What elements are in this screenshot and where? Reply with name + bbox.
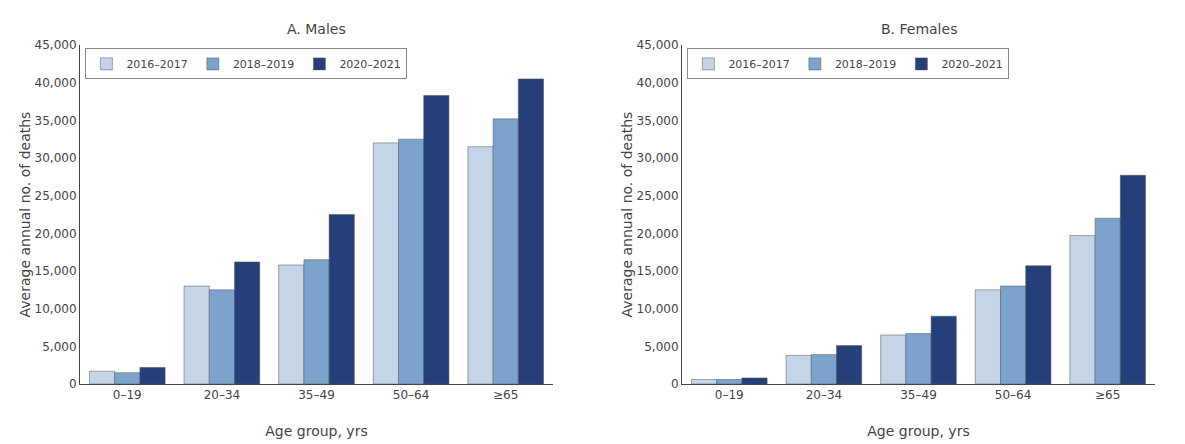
svg-text:0–19: 0–19 <box>715 388 744 402</box>
svg-text:20–34: 20–34 <box>806 388 843 402</box>
svg-text:≥65: ≥65 <box>1095 388 1120 402</box>
svg-text:50–64: 50–64 <box>393 388 430 402</box>
svg-text:40,000: 40,000 <box>637 76 679 90</box>
svg-text:30,000: 30,000 <box>637 151 679 165</box>
svg-text:2020–2021: 2020–2021 <box>941 58 1003 71</box>
svg-text:20,000: 20,000 <box>35 227 77 241</box>
svg-text:Age group, yrs: Age group, yrs <box>265 423 367 439</box>
svg-text:35–49: 35–49 <box>900 388 937 402</box>
svg-text:2020–2021: 2020–2021 <box>339 58 401 71</box>
svg-text:35,000: 35,000 <box>637 114 679 128</box>
svg-text:20–34: 20–34 <box>204 388 241 402</box>
svg-text:10,000: 10,000 <box>35 302 77 316</box>
svg-text:0: 0 <box>69 377 77 391</box>
svg-text:Average annual no. of deaths: Average annual no. of deaths <box>619 112 635 318</box>
svg-text:≥65: ≥65 <box>493 388 518 402</box>
svg-text:0–19: 0–19 <box>113 388 142 402</box>
svg-text:2016–2017: 2016–2017 <box>728 58 790 71</box>
svg-text:2018–2019: 2018–2019 <box>233 58 295 71</box>
svg-text:35–49: 35–49 <box>298 388 335 402</box>
svg-text:50–64: 50–64 <box>995 388 1032 402</box>
svg-text:10,000: 10,000 <box>637 302 679 316</box>
svg-text:25,000: 25,000 <box>35 189 77 203</box>
svg-text:45,000: 45,000 <box>637 38 679 52</box>
svg-text:2018–2019: 2018–2019 <box>835 58 897 71</box>
svg-text:25,000: 25,000 <box>637 189 679 203</box>
svg-text:45,000: 45,000 <box>35 38 77 52</box>
svg-text:B. Females: B. Females <box>881 21 957 37</box>
svg-text:35,000: 35,000 <box>35 114 77 128</box>
svg-text:0: 0 <box>671 377 679 391</box>
svg-text:5,000: 5,000 <box>644 340 678 354</box>
svg-text:A. Males: A. Males <box>287 21 346 37</box>
svg-text:Average annual no. of deaths: Average annual no. of deaths <box>17 112 33 318</box>
svg-text:20,000: 20,000 <box>637 227 679 241</box>
svg-text:40,000: 40,000 <box>35 76 77 90</box>
svg-text:5,000: 5,000 <box>42 340 76 354</box>
svg-text:2016–2017: 2016–2017 <box>126 58 188 71</box>
svg-text:15,000: 15,000 <box>35 264 77 278</box>
svg-text:15,000: 15,000 <box>637 264 679 278</box>
svg-text:30,000: 30,000 <box>35 151 77 165</box>
svg-text:Age group, yrs: Age group, yrs <box>867 423 969 439</box>
